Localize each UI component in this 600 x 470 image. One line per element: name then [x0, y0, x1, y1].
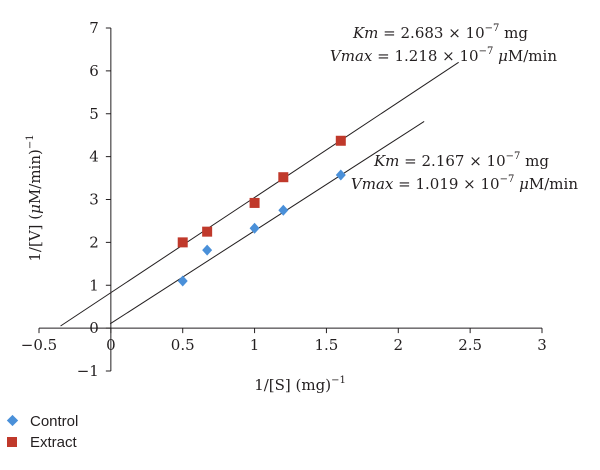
x-axis-title: 1/[S] (mg)−1 — [254, 375, 346, 394]
data-point-extract — [177, 237, 188, 248]
data-point-control — [177, 275, 188, 287]
y-ticks: −1 0 1 2 3 4 5 6 7 — [77, 19, 111, 380]
data-points — [177, 135, 346, 287]
trendline-extract — [60, 61, 459, 327]
legend: Control Extract — [6, 413, 78, 451]
y-tick-label: 7 — [89, 19, 99, 37]
x-tick-label: −0.5 — [21, 336, 57, 354]
data-point-extract — [249, 197, 260, 208]
y-tick-label: 5 — [89, 105, 99, 123]
x-tick-label: 1.5 — [314, 336, 338, 354]
data-point-control — [335, 169, 346, 181]
y-tick-label: 0 — [89, 319, 99, 337]
annotation-extract-km: Km = 2.683 × 10−7 mg — [352, 23, 528, 42]
y-tick-label: −1 — [77, 362, 99, 380]
y-axis-title: 1/[V] (μM/min)−1 — [25, 134, 44, 261]
x-ticks: −0.5 0 0.5 1 1.5 2 2.5 3 — [21, 328, 547, 354]
annotation-control-km: Km = 2.167 × 10−7 mg — [373, 151, 549, 170]
legend-control-label: Control — [30, 413, 78, 430]
legend-extract-marker — [7, 437, 17, 447]
y-tick-label: 6 — [89, 62, 99, 80]
y-tick-label: 3 — [89, 191, 99, 209]
x-tick-label: 3 — [537, 336, 547, 354]
data-point-control — [249, 222, 260, 234]
data-point-control — [278, 204, 289, 216]
trendline-control — [109, 121, 425, 325]
x-tick-label: 0 — [106, 336, 116, 354]
trendlines — [60, 61, 459, 327]
y-tick-label: 2 — [89, 233, 99, 251]
axes — [39, 28, 542, 371]
data-point-control — [202, 244, 213, 256]
data-point-extract — [335, 135, 346, 146]
y-tick-label: 4 — [89, 148, 99, 166]
y-tick-label: 1 — [89, 276, 99, 294]
x-tick-label: 0.5 — [171, 336, 195, 354]
legend-control-marker — [6, 414, 19, 427]
legend-extract-label: Extract — [30, 434, 78, 451]
annotation-control-vmax: Vmax = 1.019 × 10−7 μM/min — [351, 174, 578, 193]
data-point-extract — [278, 172, 289, 183]
annotation-extract-vmax: Vmax = 1.218 × 10−7 μM/min — [330, 46, 557, 65]
x-tick-label: 2 — [394, 336, 404, 354]
x-tick-label: 2.5 — [458, 336, 482, 354]
x-tick-label: 1 — [250, 336, 260, 354]
data-point-extract — [202, 226, 213, 237]
